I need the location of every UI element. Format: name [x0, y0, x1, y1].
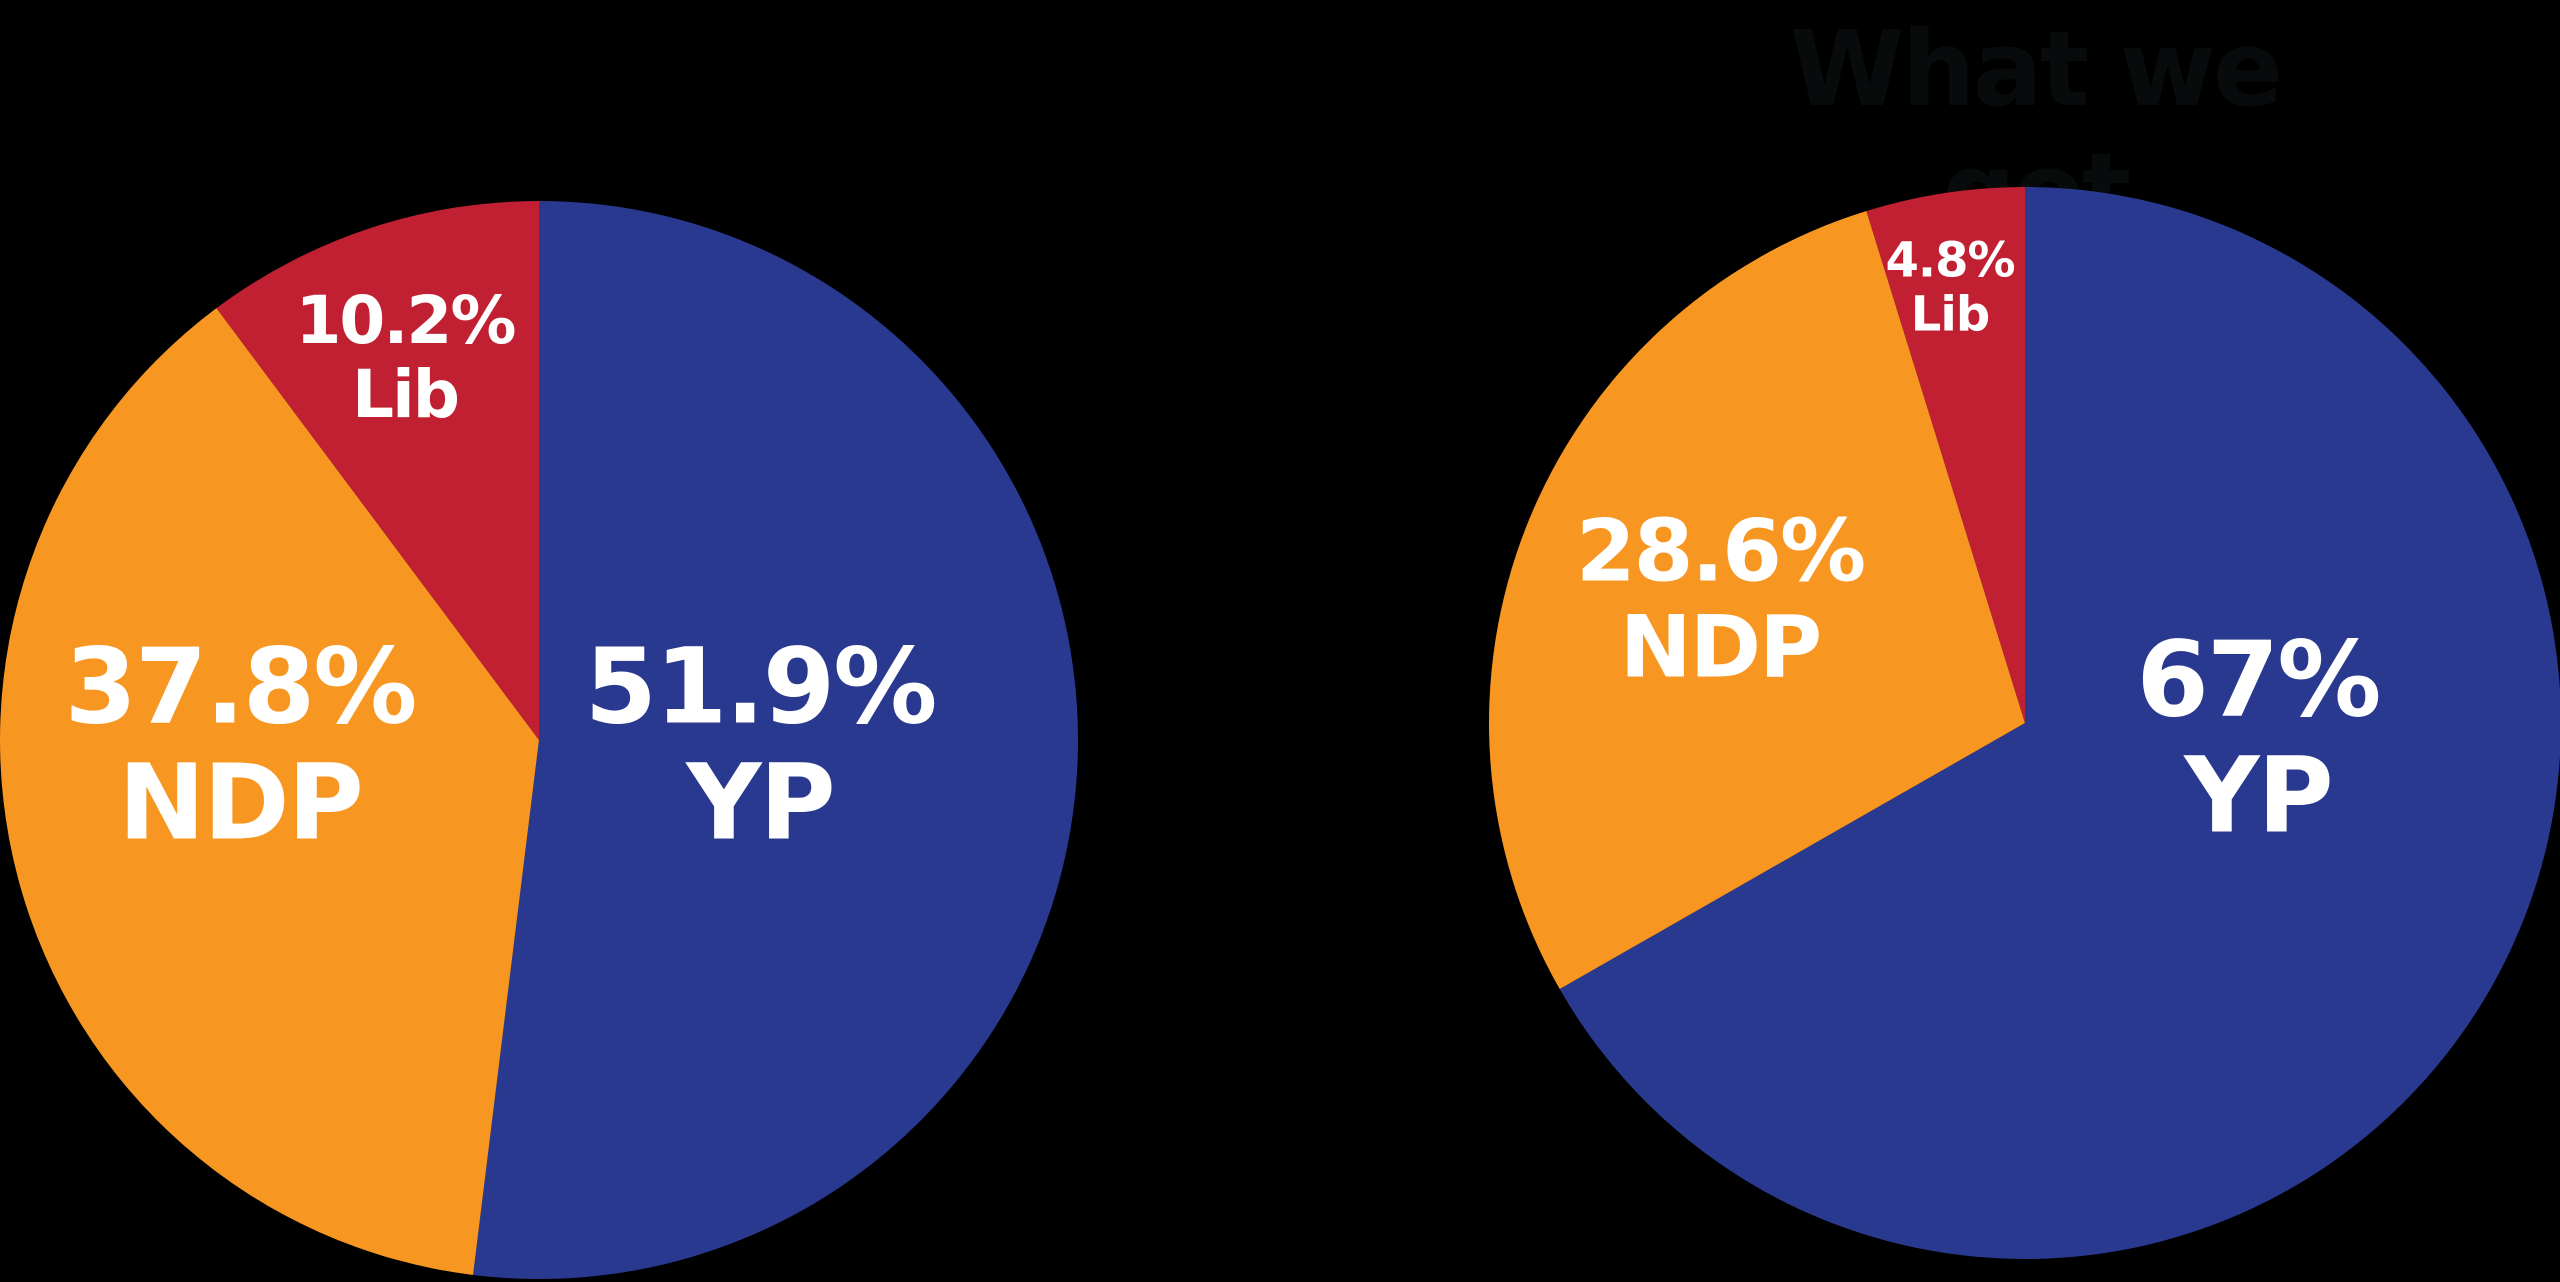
pie-slice-ndp	[0, 308, 539, 1275]
right-lib-party: Lib	[1910, 286, 1990, 342]
pie-right	[1489, 187, 2560, 1259]
right-ndp-pct: 28.6%	[1575, 501, 1866, 602]
pie-slice-yp	[473, 201, 1078, 1279]
right-lib-pct: 4.8%	[1885, 232, 2015, 289]
left-ndp-label: 37.8% NDP	[64, 625, 418, 864]
left-ndp-party: NDP	[118, 742, 364, 864]
pie-slice-ndp	[1489, 211, 2025, 990]
pie-left	[0, 201, 1078, 1279]
left-yp-party: YP	[686, 742, 836, 864]
right-yp-pct: 67%	[2136, 618, 2382, 741]
left-ndp-pct: 37.8%	[64, 625, 418, 748]
right-ndp-label: 28.6% NDP	[1575, 501, 1866, 698]
right-ndp-party: NDP	[1619, 598, 1822, 698]
right-yp-label: 67% YP	[2136, 618, 2382, 857]
left-yp-pct: 51.9%	[584, 625, 938, 748]
left-lib-party: Lib	[352, 356, 460, 433]
pie-slice-lib	[216, 201, 539, 740]
left-lib-label: 10.2% Lib	[295, 282, 517, 433]
left-lib-pct: 10.2%	[295, 282, 517, 360]
right-lib-label: 4.8% Lib	[1885, 232, 2015, 342]
pie-slice-lib	[1866, 187, 2025, 723]
right-yp-party: YP	[2184, 735, 2334, 857]
pie-slice-yp	[1559, 187, 2560, 1259]
left-yp-label: 51.9% YP	[584, 625, 938, 864]
